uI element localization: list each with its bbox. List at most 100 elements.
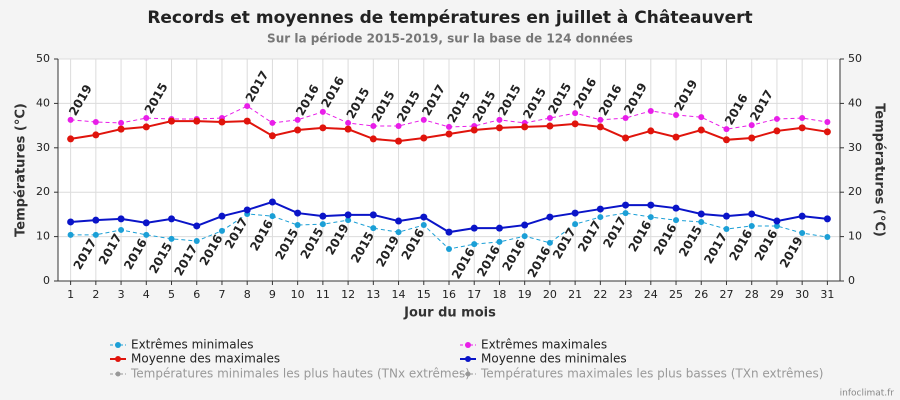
- y-axis-title: Températures (°C): [14, 103, 29, 237]
- data-point: [142, 219, 150, 227]
- data-point: [395, 217, 403, 225]
- data-point: [118, 226, 125, 233]
- data-point: [723, 226, 730, 233]
- data-point: [92, 119, 99, 126]
- x-tick-label: 15: [417, 288, 431, 301]
- data-point: [596, 123, 604, 131]
- data-point: [118, 119, 125, 126]
- data-point: [345, 217, 352, 224]
- x-tick-label: 20: [543, 288, 557, 301]
- x-tick-label: 28: [745, 288, 759, 301]
- data-point: [193, 222, 201, 230]
- data-point: [269, 213, 276, 220]
- data-point: [495, 124, 503, 132]
- x-tick-label: 16: [442, 288, 456, 301]
- x-tick-label: 3: [118, 288, 125, 301]
- y-tick-label: 30: [36, 141, 50, 154]
- legend-label: Moyenne des minimales: [481, 352, 627, 366]
- data-point: [647, 107, 654, 114]
- y2-tick-label: 40: [848, 96, 862, 109]
- data-point: [67, 135, 75, 143]
- legend-swatch: [465, 342, 471, 348]
- data-point: [395, 229, 402, 236]
- data-point: [546, 115, 553, 122]
- x-tick-label: 27: [719, 288, 733, 301]
- x-tick-label: 9: [269, 288, 276, 301]
- chart-title: Records et moyennes de températures en j…: [147, 8, 752, 28]
- data-point: [370, 123, 377, 130]
- data-point: [571, 209, 579, 217]
- legend-label: Moyenne des maximales: [131, 352, 280, 366]
- data-point: [773, 217, 781, 225]
- data-point: [823, 128, 831, 136]
- data-point: [546, 122, 554, 130]
- data-point: [168, 215, 176, 223]
- data-point: [67, 116, 74, 123]
- data-point: [142, 123, 150, 131]
- data-point: [773, 222, 780, 229]
- data-point: [697, 210, 705, 218]
- data-point: [344, 125, 352, 133]
- data-point: [496, 116, 503, 123]
- data-point: [673, 111, 680, 118]
- data-point: [622, 134, 630, 142]
- data-point: [370, 225, 377, 232]
- x-tick-label: 18: [492, 288, 506, 301]
- x-tick-label: 26: [694, 288, 708, 301]
- data-point: [193, 117, 201, 125]
- data-point: [319, 221, 326, 228]
- data-point: [369, 211, 377, 219]
- data-point: [395, 123, 402, 130]
- data-point: [67, 218, 75, 226]
- data-point: [117, 125, 125, 133]
- x-tick-label: 24: [644, 288, 658, 301]
- y-tick-label: 50: [36, 52, 50, 65]
- data-point: [799, 230, 806, 237]
- data-point: [319, 124, 327, 132]
- data-point: [117, 215, 125, 223]
- data-point: [596, 205, 604, 213]
- data-point: [773, 127, 781, 135]
- y-tick-label: 10: [36, 230, 50, 243]
- x-tick-label: 30: [795, 288, 809, 301]
- data-point: [445, 228, 453, 236]
- x-axis-title: Jour du mois: [403, 306, 496, 321]
- x-tick-label: 25: [669, 288, 683, 301]
- data-point: [521, 233, 528, 240]
- data-point: [446, 246, 452, 253]
- data-point: [420, 116, 427, 123]
- legend-swatch: [115, 356, 121, 362]
- credit: infoclimat.fr: [840, 389, 895, 399]
- data-point: [319, 108, 326, 115]
- data-point: [218, 118, 226, 126]
- x-tick-label: 1: [67, 288, 74, 301]
- data-point: [697, 126, 705, 134]
- data-point: [243, 206, 251, 214]
- legend-label: Températures maximales les plus basses (…: [480, 367, 823, 381]
- data-point: [168, 235, 175, 242]
- data-point: [572, 221, 579, 228]
- data-point: [748, 222, 755, 229]
- data-point: [218, 212, 226, 220]
- data-point: [294, 116, 301, 123]
- data-point: [470, 126, 478, 134]
- data-point: [243, 117, 251, 125]
- y2-tick-label: 10: [848, 230, 862, 243]
- data-point: [622, 115, 629, 122]
- data-point: [521, 123, 529, 131]
- data-point: [294, 222, 301, 229]
- data-point: [572, 110, 579, 117]
- x-tick-label: 23: [619, 288, 633, 301]
- legend-label: Extrêmes minimales: [131, 338, 254, 352]
- legend-label: Températures minimales les plus hautes (…: [130, 367, 470, 381]
- data-point: [521, 221, 529, 229]
- data-point: [495, 224, 503, 232]
- data-point: [344, 211, 352, 219]
- data-point: [369, 135, 377, 143]
- data-point: [268, 132, 276, 140]
- data-point: [622, 201, 630, 209]
- x-tick-label: 21: [568, 288, 582, 301]
- data-point: [799, 115, 806, 122]
- data-point: [748, 210, 756, 218]
